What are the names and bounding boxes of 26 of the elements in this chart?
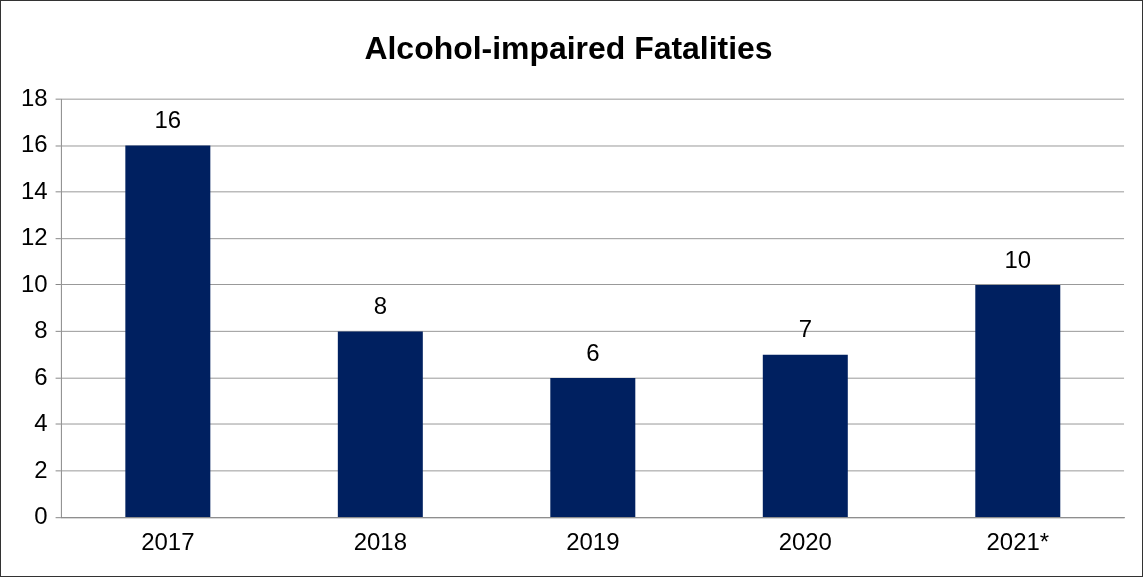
data-label: 6 — [586, 338, 600, 366]
bar — [337, 331, 423, 517]
x-tick-label: 2021* — [986, 528, 1050, 556]
bar — [762, 354, 848, 517]
x-tick-label: 2020 — [778, 528, 832, 556]
data-label: 7 — [798, 315, 812, 343]
data-label: 16 — [154, 106, 182, 134]
y-tick-label: 14 — [20, 176, 48, 204]
x-tick-label: 2019 — [566, 528, 620, 556]
y-tick-label: 16 — [20, 130, 48, 158]
y-tick-label: 2 — [34, 455, 48, 483]
y-tick-label: 18 — [20, 83, 48, 111]
y-tick-label: 6 — [34, 362, 48, 390]
bar — [550, 377, 636, 517]
x-tick-label: 2017 — [141, 528, 195, 556]
y-tick-label: 8 — [34, 316, 48, 344]
y-tick-label: 4 — [34, 409, 48, 437]
x-tick-label: 2018 — [353, 528, 407, 556]
y-tick-label: 0 — [34, 502, 48, 529]
chart-title: Alcohol-impaired Fatalities — [364, 29, 773, 66]
y-tick-label: 12 — [20, 223, 48, 251]
data-label: 8 — [373, 292, 387, 320]
data-label: 10 — [1004, 245, 1032, 273]
bar — [975, 284, 1061, 517]
y-tick-label: 10 — [20, 269, 48, 297]
bar — [125, 145, 211, 517]
